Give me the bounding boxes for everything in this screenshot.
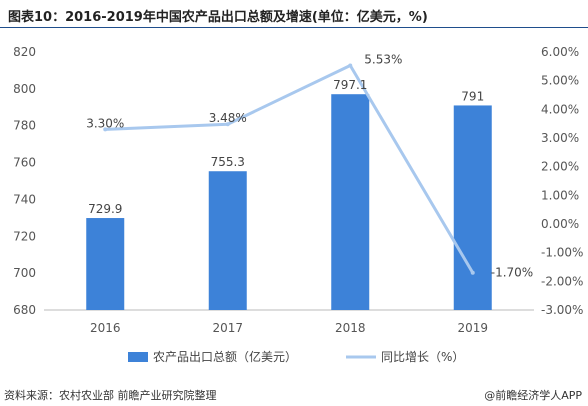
line-value-label: 3.48% <box>209 111 247 125</box>
bar <box>86 218 125 310</box>
line-point <box>348 63 353 68</box>
line-point <box>470 270 475 275</box>
left-tick-label: 800 <box>13 82 36 96</box>
left-tick-label: 720 <box>13 229 36 243</box>
line-value-label: 3.30% <box>86 116 124 130</box>
growth-line-path <box>105 63 475 274</box>
x-tick-label: 2019 <box>457 321 488 335</box>
right-tick-label: 6.00% <box>541 45 579 59</box>
line-value-label: -1.70% <box>491 266 533 280</box>
legend-line-label: 同比增长（%） <box>381 350 464 364</box>
right-tick-label: 5.00% <box>541 74 579 88</box>
bar <box>453 105 492 310</box>
legend-bar-label: 农产品出口总额（亿美元） <box>153 349 297 364</box>
line-value-label: 5.53% <box>364 52 402 66</box>
right-tick-label: -2.00% <box>541 274 583 288</box>
left-tick-label: 680 <box>13 303 36 317</box>
bar <box>331 94 370 310</box>
bar <box>208 171 247 310</box>
x-axis-ticks: 2016 2017 2018 2019 <box>90 321 488 335</box>
right-axis-ticks: -3.00% -2.00% -1.00% 0.00% 1.00% 2.00% 3.00% 4.… <box>541 45 583 317</box>
bar-value-label: 755.3 <box>211 155 245 169</box>
chart-title: 图表10：2016-2019年中国农产品出口总额及增速(单位：亿美元，%) <box>8 10 428 25</box>
line-point <box>225 122 230 127</box>
right-tick-label: 3.00% <box>541 131 579 145</box>
brand-credit: @前瞻经济学人APP <box>484 389 582 402</box>
x-tick-label: 2017 <box>212 321 243 335</box>
right-tick-label: -1.00% <box>541 246 583 260</box>
x-tick-label: 2018 <box>335 321 366 335</box>
right-tick-label: -3.00% <box>541 303 583 317</box>
left-tick-label: 780 <box>13 119 36 133</box>
title-divider <box>0 27 588 28</box>
left-axis-ticks: 680 700 720 740 760 780 800 820 <box>13 45 36 317</box>
data-labels: 729.9 755.3 797.1 791 3.30% 3.48% 5.53% -1.70% <box>86 52 533 279</box>
right-tick-label: 4.00% <box>541 102 579 116</box>
legend-bar-swatch <box>128 352 148 362</box>
x-tick-label: 2016 <box>90 321 121 335</box>
bar-value-label: 729.9 <box>88 202 122 216</box>
bar-value-label: 797.1 <box>333 78 367 92</box>
right-tick-label: 1.00% <box>541 188 579 202</box>
right-tick-label: 2.00% <box>541 160 579 174</box>
line-point <box>103 127 108 132</box>
left-tick-label: 700 <box>13 266 36 280</box>
right-tick-label: 0.00% <box>541 217 579 231</box>
left-tick-label: 820 <box>13 45 36 59</box>
bar-value-label: 791 <box>461 89 484 103</box>
left-tick-label: 760 <box>13 156 36 170</box>
growth-line <box>103 63 475 275</box>
source-note: 资料来源：农村农业部 前瞻产业研究院整理 <box>4 389 217 402</box>
left-tick-label: 740 <box>13 192 36 206</box>
legend: 农产品出口总额（亿美元） 同比增长（%） <box>128 349 464 364</box>
bars <box>86 94 492 310</box>
